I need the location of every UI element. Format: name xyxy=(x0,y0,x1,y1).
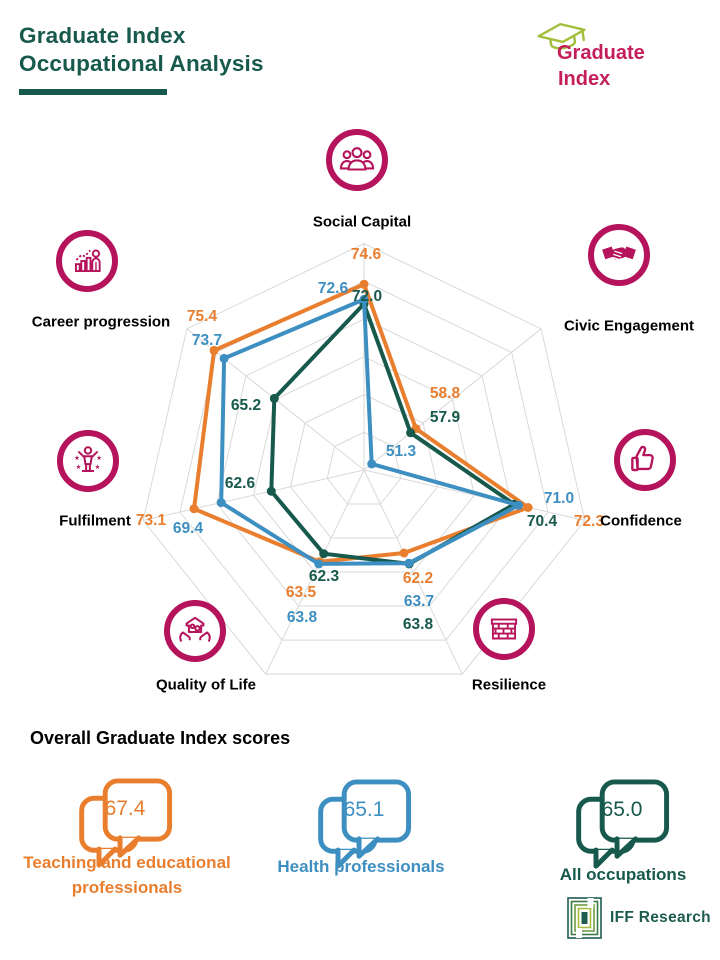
radar-series-2 xyxy=(219,297,521,566)
radar-value-label: 73.7 xyxy=(192,332,222,349)
svg-text:★: ★ xyxy=(96,455,102,462)
social-capital-icon-circle xyxy=(326,129,388,191)
iff-brand-text: IFF Research xyxy=(610,909,711,926)
radar-data-point xyxy=(523,503,533,512)
radar-value-label: 63.7 xyxy=(404,593,434,610)
radar-value-label: 58.8 xyxy=(430,385,461,402)
radar-value-label: 65.2 xyxy=(231,397,261,414)
graduate-index-logo: Graduate Index xyxy=(536,16,696,96)
radar-value-label: 70.4 xyxy=(527,513,558,530)
radar-value-label: 72.0 xyxy=(352,288,382,305)
radar-data-point xyxy=(209,345,219,355)
radar-data-point xyxy=(269,393,279,403)
page-title: Graduate Index Occupational Analysis xyxy=(19,22,264,78)
graduation-cap-icon xyxy=(537,22,586,50)
svg-text:★: ★ xyxy=(76,464,82,471)
radar-value-label: 51.3 xyxy=(386,443,417,460)
radar-grid-ring xyxy=(216,318,512,607)
radar-series-1 xyxy=(192,282,531,564)
axis-label-social-capital: Social Capital xyxy=(312,213,412,231)
iff-logo-text: IFF Research xyxy=(610,909,711,927)
overall-score-value: 65.1 xyxy=(343,798,385,821)
overall-score-value: 67.4 xyxy=(104,797,146,820)
axis-label-career-progression: Career progression xyxy=(31,313,171,331)
speech-bubble-icon xyxy=(79,778,173,868)
radar-axis-spoke xyxy=(363,328,542,471)
axis-label-fulfilment: Fulfilment xyxy=(59,512,131,530)
title-underline xyxy=(19,89,167,95)
radar-data-point xyxy=(359,294,369,304)
svg-text:★: ★ xyxy=(74,455,80,462)
radar-data-point xyxy=(266,486,276,496)
radar-data-point xyxy=(216,498,226,508)
page-title-line2: Occupational Analysis xyxy=(19,51,264,76)
radar-value-label: 63.8 xyxy=(403,616,434,633)
radar-value-label: 71.0 xyxy=(544,490,574,507)
axis-label-quality-of-life: Quality of Life xyxy=(155,676,257,694)
overall-score-value: 65.0 xyxy=(601,798,643,821)
people-group-icon xyxy=(339,147,375,171)
radar-data-point xyxy=(406,428,416,438)
radar-data-point xyxy=(219,353,229,363)
overall-score-label: Health professionals xyxy=(277,857,445,876)
radar-value-label: 62.6 xyxy=(225,475,256,492)
radar-value-label: 69.4 xyxy=(173,520,204,537)
career-growth-icon xyxy=(74,249,101,272)
fulfilment-icon-circle: ★ ★ ★ ★ xyxy=(57,430,119,492)
resilience-icon-circle xyxy=(473,598,535,660)
hands-home-icon xyxy=(179,616,211,642)
iff-logo-icon xyxy=(567,897,602,939)
radar-value-label: 63.5 xyxy=(286,584,317,601)
radar-value-label: 72.6 xyxy=(318,280,349,297)
radar-axis-spoke xyxy=(363,469,463,675)
radar-data-point xyxy=(359,279,369,289)
axis-label-resilience: Resilience xyxy=(471,676,547,694)
radar-value-label: 75.4 xyxy=(187,308,218,325)
radar-grid-ring xyxy=(326,431,402,505)
page-title-line1: Graduate Index xyxy=(19,23,186,48)
celebration-icon: ★ ★ ★ ★ xyxy=(74,446,102,473)
svg-text:★: ★ xyxy=(95,464,101,471)
radar-value-label: 62.3 xyxy=(309,568,340,585)
brick-wall-icon xyxy=(490,618,518,640)
radar-value-label: 72.3 xyxy=(574,513,605,530)
career-progression-icon-circle xyxy=(56,230,118,292)
radar-value-label: 62.2 xyxy=(403,570,433,587)
overall-scores-heading: Overall Graduate Index scores xyxy=(30,728,291,748)
radar-data-point xyxy=(404,558,414,568)
speech-bubble-icon xyxy=(318,779,412,869)
radar-value-label: 63.8 xyxy=(287,609,318,626)
radar-grid-ring xyxy=(142,242,586,675)
radar-data-point xyxy=(399,548,409,558)
thumbs-up-icon xyxy=(631,445,654,472)
radar-axis-spoke xyxy=(265,469,365,675)
handshake-icon xyxy=(602,246,636,261)
logo-text-line2: Index xyxy=(558,68,611,90)
radar-data-point xyxy=(514,500,524,510)
radar-value-label: 57.9 xyxy=(430,409,461,426)
axis-label-confidence: Confidence xyxy=(600,512,682,530)
iff-research-logo: IFF Research xyxy=(566,896,716,946)
radar-data-point xyxy=(319,549,329,559)
axis-label-civic-engagement: Civic Engagement xyxy=(563,317,695,335)
overall-score-label: All occupations xyxy=(559,865,687,884)
radar-data-point xyxy=(189,504,199,514)
logo-text-line1: Graduate xyxy=(557,42,645,64)
radar-axis-spoke xyxy=(143,469,365,521)
radar-value-label: 74.6 xyxy=(351,246,382,263)
radar-data-point xyxy=(367,459,377,469)
civic-engagement-icon-circle xyxy=(588,224,650,286)
quality-of-life-icon-circle xyxy=(164,600,226,662)
radar-value-label: 73.1 xyxy=(136,512,167,529)
overall-score-label: Teaching and educational professionals xyxy=(23,853,231,897)
speech-bubble-icon xyxy=(576,779,670,869)
radar-data-point xyxy=(314,559,324,569)
radar-series-3 xyxy=(269,301,517,566)
confidence-icon-circle xyxy=(614,429,676,491)
radar-axis-spoke xyxy=(363,469,585,521)
